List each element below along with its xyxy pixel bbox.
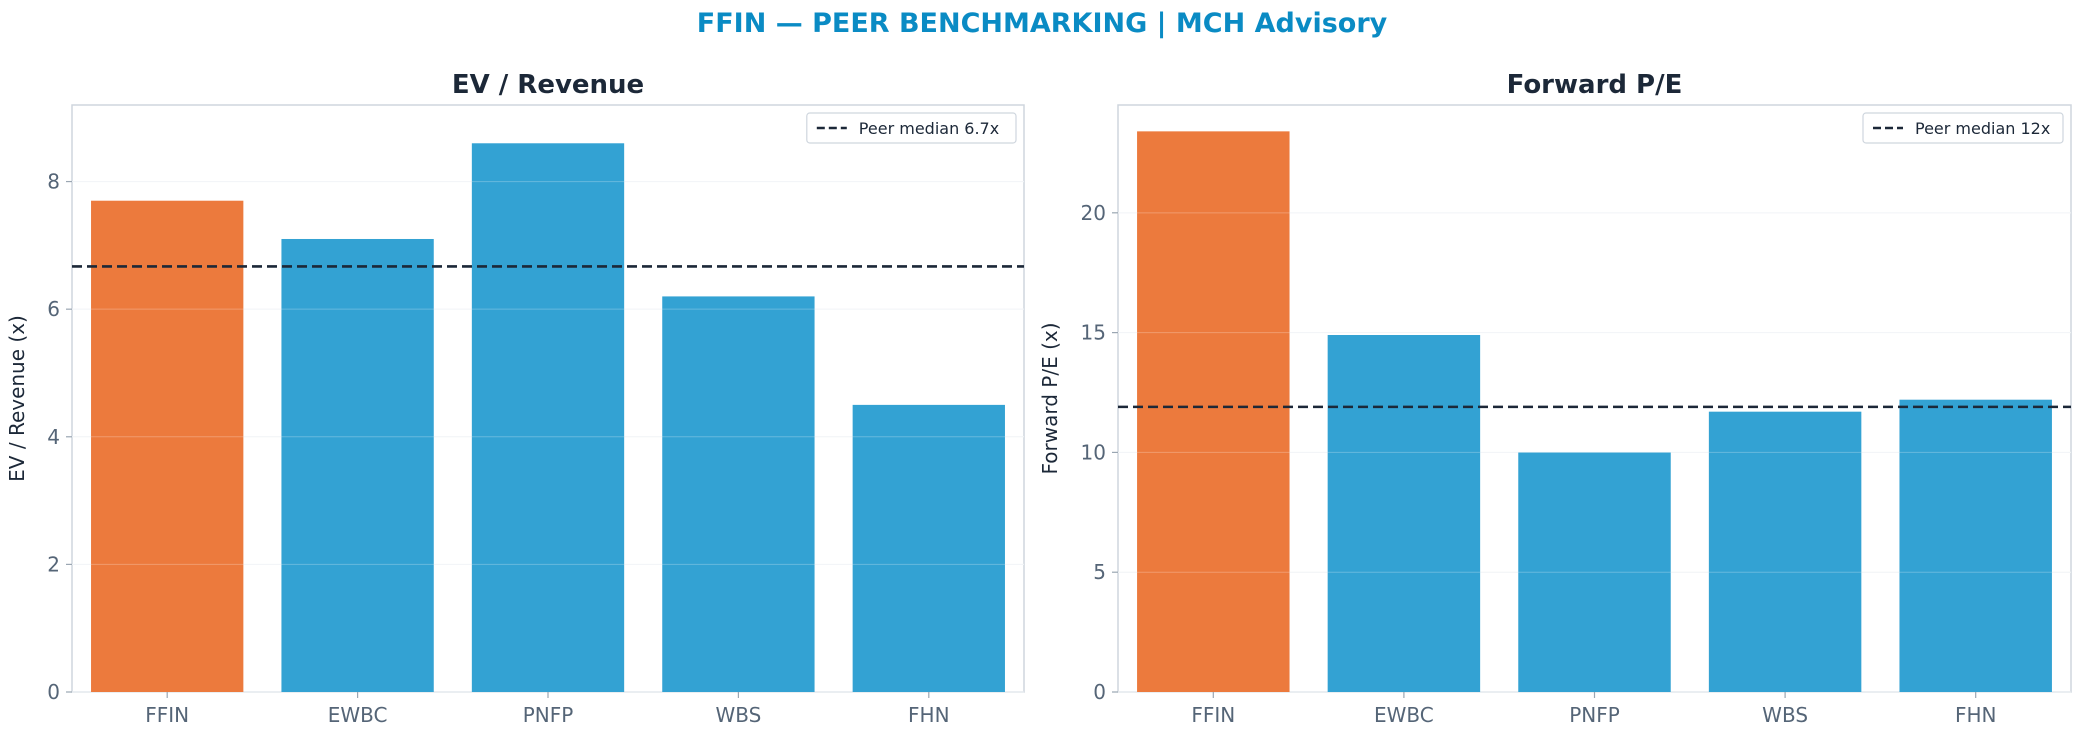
y-axis-label: EV / Revenue (x) (5, 315, 29, 482)
x-tick-label: FFIN (145, 703, 189, 727)
y-axis-label: Forward P/E (x) (1038, 322, 1062, 474)
panel-title: Forward P/E (1507, 70, 1683, 100)
bar-pnfp (471, 143, 625, 693)
forward-pe-panel: 0 5 10 15 20 FFIN EWBC PNFP WBS FHN Peer median 12… (1038, 70, 2072, 727)
x-tick-label: PNFP (523, 703, 574, 727)
x-tick-label: FHN (908, 703, 950, 727)
y-tick-label: 0 (47, 680, 60, 704)
bar-pnfp (1518, 452, 1671, 692)
bar-fhn (1899, 399, 2052, 692)
x-tick-label: EWBC (328, 703, 388, 727)
bar-ewbc (1327, 335, 1481, 692)
legend-label: Peer median 12x (1915, 119, 2050, 138)
x-tick-label: FHN (1955, 703, 1997, 727)
bar-fhn (852, 404, 1005, 692)
x-tick-label: PNFP (1569, 703, 1620, 727)
bar-wbs (662, 296, 815, 692)
y-tick-label: 20 (1081, 201, 1106, 225)
y-tick-label: 2 (47, 552, 60, 576)
legend-box (1862, 112, 2064, 144)
y-tick-label: 8 (47, 170, 60, 194)
x-tick-label: FFIN (1191, 703, 1235, 727)
y-tick-label: 10 (1081, 440, 1106, 464)
y-tick-label: 6 (47, 297, 60, 321)
y-tick-label: 0 (1093, 680, 1106, 704)
bar-ewbc (281, 238, 434, 692)
bar-ffin (1137, 131, 1290, 692)
x-tick-label: WBS (715, 703, 761, 727)
y-tick-label: 4 (47, 425, 60, 449)
bar-ffin (91, 200, 244, 692)
ev-revenue-panel: 0 2 4 6 8 FFIN EWBC PNFP WBS FHN Peer median 6.7x E… (5, 70, 1025, 727)
legend-label: Peer median 6.7x (859, 119, 999, 138)
y-tick-label: 15 (1081, 321, 1106, 345)
x-tick-label: EWBC (1374, 703, 1434, 727)
panel-title: EV / Revenue (452, 70, 644, 100)
figure-title: FFIN — PEER BENCHMARKING | MCH Advisory (696, 8, 1388, 39)
bar-wbs (1708, 411, 1862, 692)
legend-box (806, 112, 1017, 144)
x-tick-label: WBS (1762, 703, 1808, 727)
y-tick-label: 5 (1093, 560, 1106, 584)
